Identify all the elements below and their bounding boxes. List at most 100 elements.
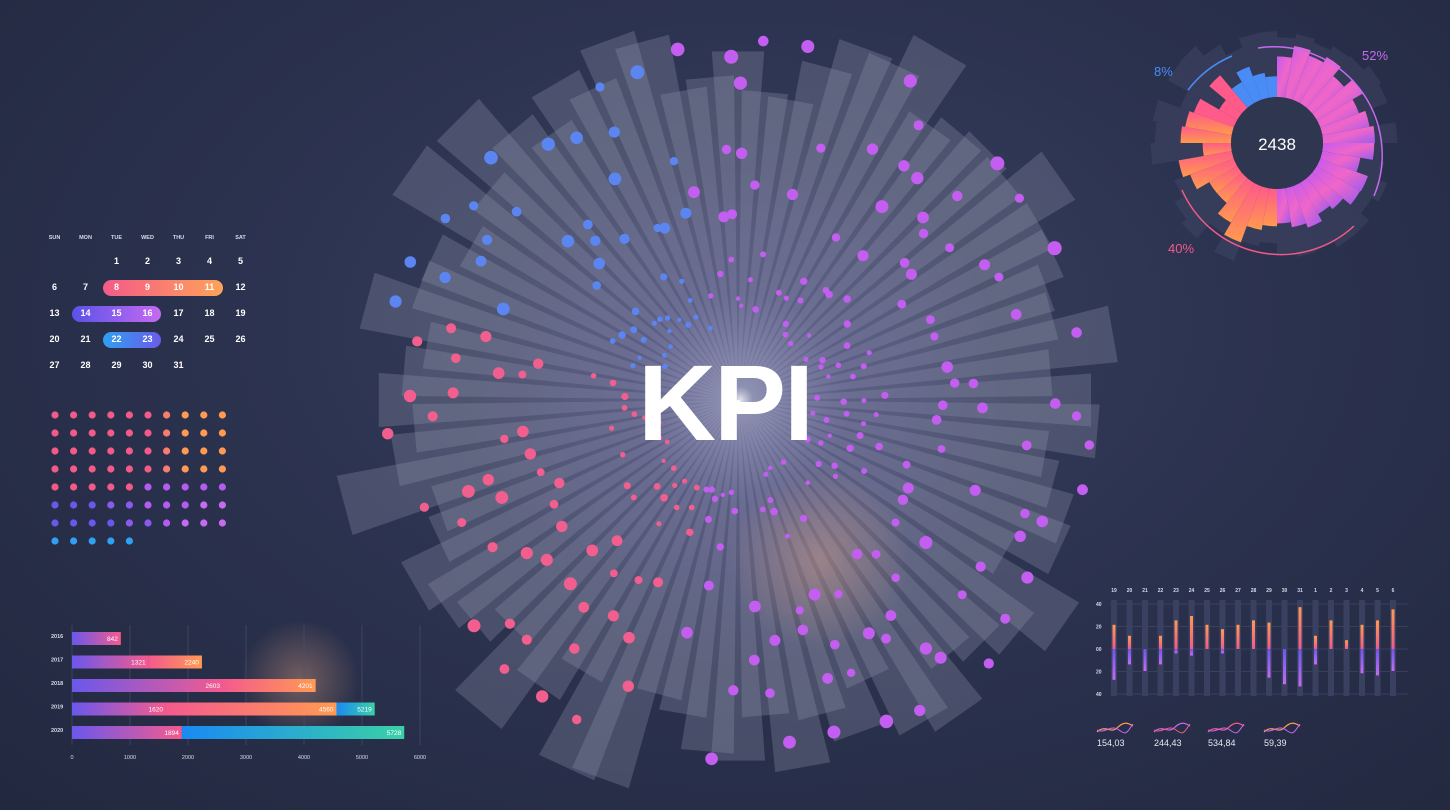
donut-wedge <box>1322 125 1375 143</box>
radial-dot <box>727 209 738 220</box>
matrix-dot <box>163 465 171 473</box>
hbar-segment <box>336 702 375 716</box>
calendar-day[interactable]: 17 <box>173 308 184 318</box>
radial-dot <box>707 325 713 331</box>
vbar-category: 31 <box>1297 588 1303 594</box>
radial-dot <box>590 235 601 246</box>
calendar-day[interactable]: 5 <box>237 256 243 266</box>
calendar-day[interactable]: 6 <box>51 282 57 292</box>
calendar-day[interactable]: 1 <box>113 256 119 266</box>
matrix-dot <box>163 483 171 491</box>
calendar-day[interactable]: 27 <box>49 360 60 370</box>
vbar-down <box>1190 649 1193 656</box>
calendar-day[interactable]: 23 <box>142 334 153 344</box>
calendar-day[interactable]: 26 <box>235 334 246 344</box>
calendar-day[interactable]: 29 <box>111 360 122 370</box>
calendar-day-header: SAT <box>235 235 246 241</box>
calendar-day[interactable]: 19 <box>235 308 246 318</box>
sparkline <box>1153 723 1191 734</box>
calendar-day[interactable]: 8 <box>113 282 119 292</box>
matrix-dot <box>88 519 96 527</box>
radial-dot <box>630 363 636 369</box>
matrix-dot <box>107 465 115 473</box>
donut-wedge <box>1316 99 1359 128</box>
vbar-down <box>1360 649 1364 674</box>
matrix-dot <box>181 465 189 473</box>
calendar-day[interactable]: 15 <box>111 308 122 318</box>
calendar-day[interactable]: 25 <box>204 334 215 344</box>
radial-dot <box>484 150 498 165</box>
matrix-dot <box>163 447 171 455</box>
calendar-day[interactable]: 12 <box>235 282 246 292</box>
radial-dot <box>1036 515 1049 528</box>
calendar-day[interactable]: 22 <box>111 334 122 344</box>
radial-dot <box>862 627 875 640</box>
radial-dot <box>590 373 597 379</box>
hbar-segment <box>72 655 149 669</box>
radial-dot <box>808 588 821 601</box>
matrix-dot <box>125 537 133 545</box>
calendar-day[interactable]: 16 <box>142 308 153 318</box>
radial-dot <box>879 714 894 729</box>
matrix-dot <box>200 411 208 419</box>
calendar-day[interactable]: 3 <box>175 256 181 266</box>
calendar-day-header: TUE <box>111 235 122 241</box>
radial-dot <box>926 315 935 324</box>
radial-dot <box>670 42 685 57</box>
matrix-dot <box>70 411 78 419</box>
matrix-dot <box>125 411 133 419</box>
hbar-value-label: 5219 <box>357 707 372 714</box>
radial-dot <box>609 425 615 431</box>
calendar-day[interactable]: 31 <box>173 360 184 370</box>
radial-dot <box>752 306 759 313</box>
matrix-dot <box>218 501 226 509</box>
matrix-dot <box>88 501 96 509</box>
calendar-day[interactable]: 10 <box>173 282 184 292</box>
calendar-day[interactable]: 13 <box>49 308 60 318</box>
sparkline-value: 534,84 <box>1208 738 1236 748</box>
hbar-segment <box>72 632 121 645</box>
calendar-day[interactable]: 28 <box>80 360 91 370</box>
sparkline <box>1263 722 1301 733</box>
radial-dot <box>807 333 812 338</box>
radial-dot <box>852 548 863 560</box>
calendar-day[interactable]: 11 <box>204 282 215 292</box>
radial-dot <box>536 468 545 477</box>
donut-pct-purple: 52% <box>1362 48 1388 63</box>
matrix-dot <box>200 519 208 527</box>
donut-wedge <box>1320 110 1370 136</box>
calendar-day[interactable]: 30 <box>142 360 153 370</box>
calendar-day[interactable]: 20 <box>49 334 60 344</box>
hbar-xtick: 5000 <box>356 755 368 761</box>
radial-dot <box>518 370 527 379</box>
calendar-day[interactable]: 21 <box>80 334 91 344</box>
matrix-dot <box>163 411 171 419</box>
radial-dot <box>716 543 724 551</box>
vbar-category: 5 <box>1376 588 1379 594</box>
matrix-dot <box>70 519 78 527</box>
hbar-segment <box>181 726 405 739</box>
hbar-value-label: 4560 <box>319 707 334 714</box>
calendar-day[interactable]: 9 <box>144 282 150 292</box>
calendar-day[interactable]: 2 <box>144 256 150 266</box>
radial-dot <box>462 485 475 498</box>
calendar-day[interactable]: 7 <box>82 282 88 292</box>
radial-dot <box>832 473 839 479</box>
vbar-up <box>1190 616 1193 649</box>
calendar-day[interactable]: 24 <box>173 334 184 344</box>
radial-dot <box>871 549 881 559</box>
radial-dot <box>578 601 590 613</box>
matrix-dot <box>181 501 189 509</box>
radial-dot <box>622 680 634 692</box>
calendar-day[interactable]: 4 <box>206 256 212 266</box>
radial-dot <box>680 207 692 219</box>
radial-dot <box>595 82 605 92</box>
calendar-day[interactable]: 18 <box>204 308 215 318</box>
radial-dot <box>667 328 672 334</box>
radial-dot <box>1047 241 1062 256</box>
calendar-day[interactable]: 14 <box>80 308 91 318</box>
radial-dot <box>899 257 910 268</box>
radial-dot <box>500 434 509 444</box>
matrix-dot <box>200 483 208 491</box>
radial-dot <box>760 251 767 258</box>
